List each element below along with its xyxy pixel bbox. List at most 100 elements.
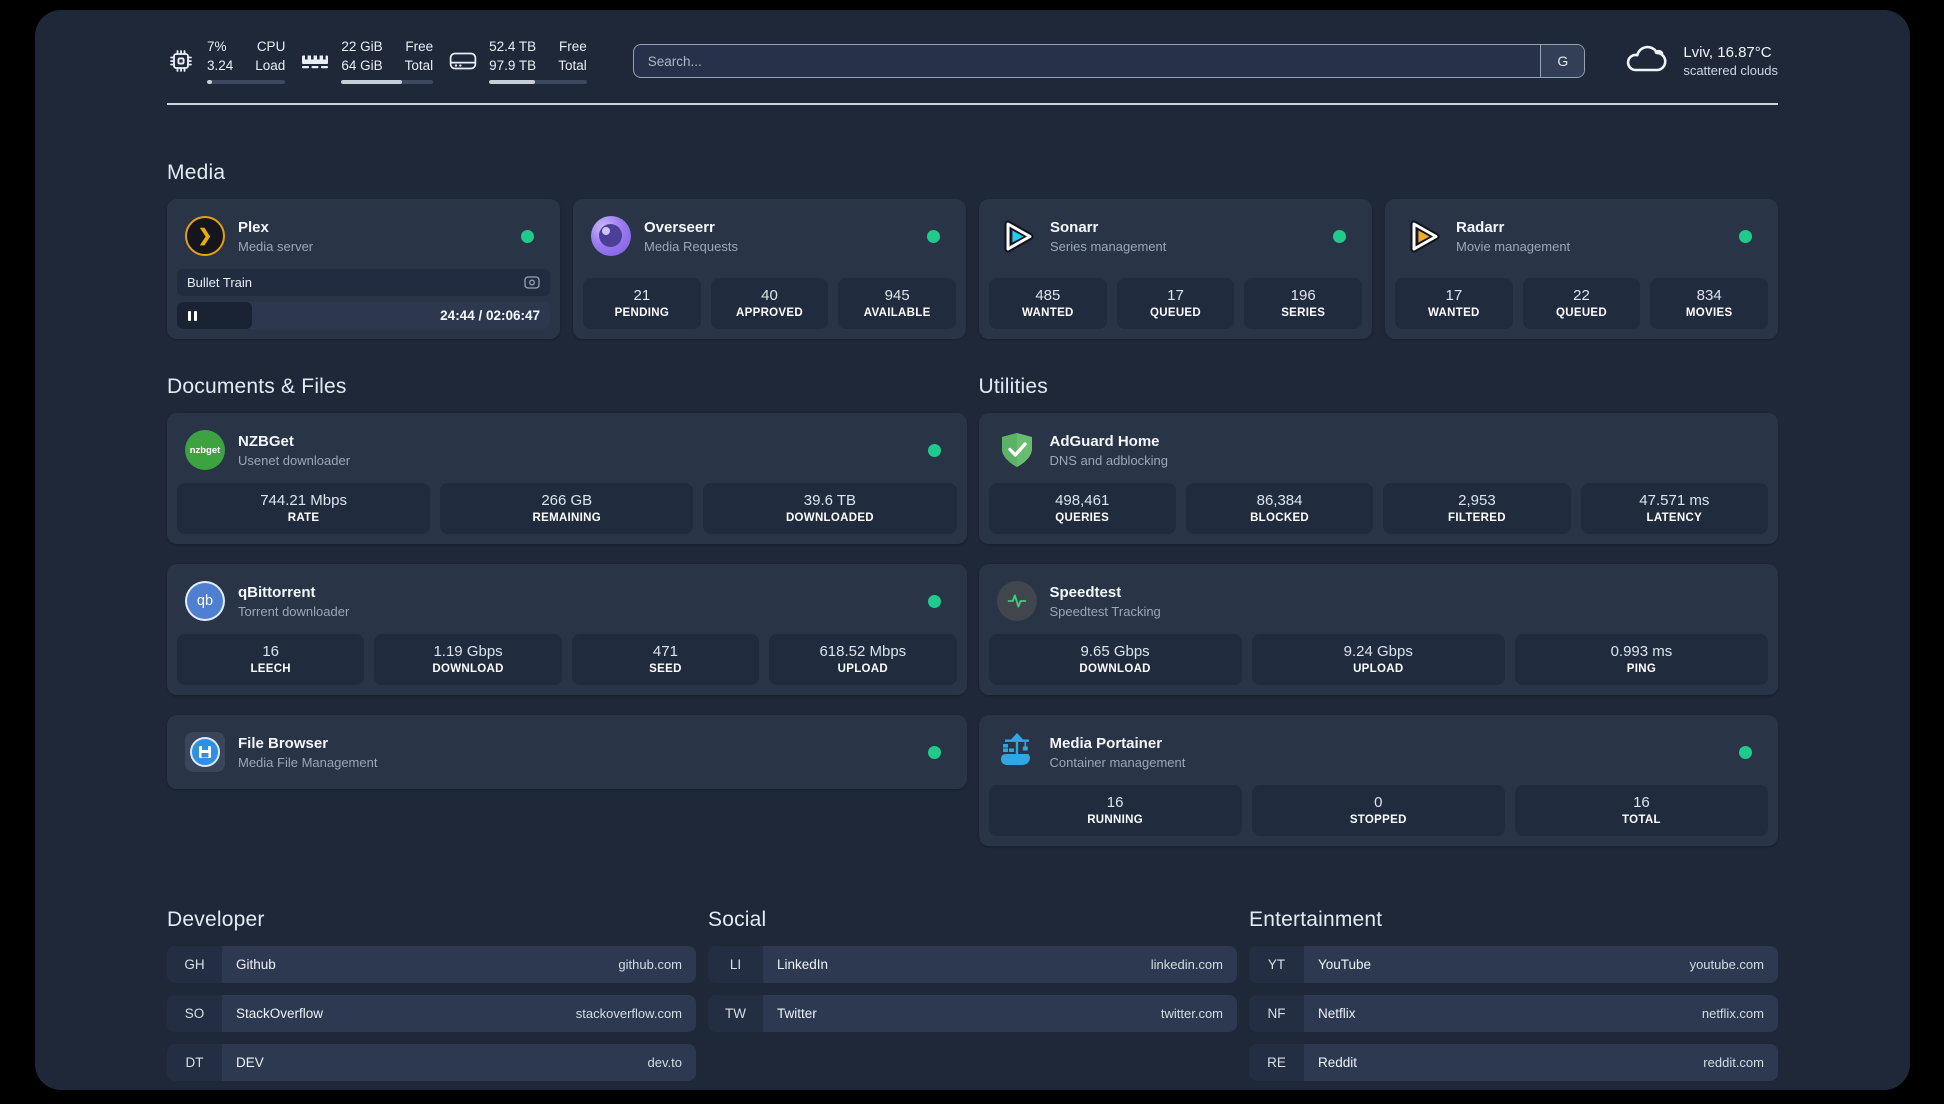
app-card-overseerr[interactable]: Overseerr Media Requests 21 PENDING 40 A…	[573, 199, 966, 339]
app-name: Speedtest	[1049, 583, 1122, 601]
stat-value: 0.993 ms	[1610, 643, 1673, 660]
link-name: Github	[236, 957, 276, 972]
stat-label: AVAILABLE	[863, 307, 931, 319]
stat-value: 16	[262, 643, 280, 660]
stat-box: 16 RUNNING	[988, 785, 1242, 836]
stat-value: 834	[1696, 287, 1722, 304]
link-item[interactable]: YT YouTube youtube.com	[1249, 946, 1778, 983]
search-input[interactable]	[633, 45, 1541, 77]
stat-value: 618.52 Mbps	[819, 643, 907, 660]
stat-box: 86,384 BLOCKED	[1185, 483, 1374, 534]
stat-value: 1.19 Gbps	[433, 643, 503, 660]
section-documents: Documents & Files nzbget NZBGet Usenet d…	[167, 375, 967, 846]
disk-total-label: Total	[558, 57, 587, 73]
stat-box: 9.24 Gbps UPLOAD	[1251, 634, 1505, 685]
app-card-sonarr[interactable]: Sonarr Series management 485 WANTED 17 Q…	[979, 199, 1372, 339]
stat-label: LATENCY	[1646, 512, 1703, 524]
status-online-dot	[927, 745, 941, 759]
stat-box: 47.571 ms LATENCY	[1580, 483, 1768, 534]
app-description: Speedtest Tracking	[1049, 603, 1161, 619]
link-url: dev.to	[647, 1055, 682, 1070]
link-body: DEV dev.to	[222, 1044, 696, 1081]
qbittorrent-icon: qb	[185, 581, 225, 621]
app-card-portainer[interactable]: Media Portainer Container management 16 …	[978, 715, 1778, 846]
weather-condition: scattered clouds	[1683, 63, 1778, 78]
playback-time: 24:44 / 02:06:47	[440, 308, 540, 323]
app-card-nzbget[interactable]: nzbget NZBGet Usenet downloader 744.21 M…	[167, 413, 967, 544]
app-card-speedtest[interactable]: Speedtest Speedtest Tracking 9.65 Gbps D…	[978, 564, 1778, 695]
ram-metric: 22 GiB 64 GiB Free Total	[301, 38, 434, 84]
plex-icon: ❯	[185, 216, 225, 256]
link-name: StackOverflow	[236, 1006, 324, 1021]
stat-box: 471 SEED	[571, 634, 760, 685]
section-social: Social LI LinkedIn linkedin.com TW Twitt…	[708, 908, 1237, 1081]
status-online-dot	[927, 443, 941, 457]
link-abbr-badge: NF	[1249, 995, 1304, 1032]
link-item[interactable]: TW Twitter twitter.com	[708, 995, 1237, 1032]
stat-box: 16 LEECH	[177, 634, 365, 685]
link-item[interactable]: NF Netflix netflix.com	[1249, 995, 1778, 1032]
stat-box: 0 STOPPED	[1251, 785, 1505, 836]
link-body: Github github.com	[222, 946, 696, 983]
app-card-radarr[interactable]: Radarr Movie management 17 WANTED 22 QUE…	[1385, 199, 1778, 339]
app-card-qbittorrent[interactable]: qb qBittorrent Torrent downloader 16 LEE…	[167, 564, 967, 695]
pause-icon	[188, 310, 197, 321]
app-card-filebrowser[interactable]: File Browser Media File Management	[167, 715, 967, 789]
stat-value: 2,953	[1458, 492, 1496, 509]
stat-value: 471	[652, 643, 678, 660]
disk-total-value: 97.9 TB	[489, 57, 537, 73]
adguard-icon	[997, 430, 1037, 470]
speedtest-icon	[996, 581, 1037, 621]
link-item[interactable]: SO StackOverflow stackoverflow.com	[167, 995, 696, 1032]
stat-label: WANTED	[1428, 307, 1480, 319]
app-card-plex[interactable]: ❯ Plex Media server Bullet Train	[167, 199, 560, 339]
status-online-dot	[1739, 745, 1752, 759]
search-bar: G	[632, 44, 1586, 78]
link-item[interactable]: DT DEV dev.to	[167, 1044, 696, 1081]
stat-label: STOPPED	[1349, 814, 1407, 826]
playback-progress-bar: 24:44 / 02:06:47	[177, 302, 550, 329]
stat-box: 39.6 TB DOWNLOADED	[703, 483, 957, 534]
link-body: Twitter twitter.com	[763, 995, 1237, 1032]
stat-value: 21	[633, 287, 651, 304]
stat-box: 196 SERIES	[1244, 278, 1363, 329]
overseerr-icon	[591, 216, 631, 256]
stat-label: RUNNING	[1087, 814, 1143, 826]
top-bar: 7% 3.24 CPU Load	[167, 32, 1778, 90]
app-name: Overseerr	[644, 218, 715, 236]
link-url: twitter.com	[1160, 1006, 1223, 1021]
stat-label: QUERIES	[1055, 512, 1110, 524]
link-body: LinkedIn linkedin.com	[763, 946, 1237, 983]
section-title-utilities: Utilities	[978, 375, 1048, 398]
link-abbr-badge: RE	[1249, 1044, 1304, 1081]
app-card-adguard[interactable]: AdGuard Home DNS and adblocking 498,461 …	[978, 413, 1778, 544]
stat-box: 498,461 QUERIES	[988, 483, 1176, 534]
stat-value: 0	[1374, 794, 1383, 811]
link-item[interactable]: GH Github github.com	[167, 946, 696, 983]
app-description: Usenet downloader	[238, 452, 351, 468]
stat-value: 945	[884, 287, 910, 304]
cloud-icon	[1623, 42, 1669, 81]
stat-label: BLOCKED	[1250, 512, 1310, 524]
cpu-progress-bar	[207, 79, 286, 84]
app-name: NZBGet	[238, 432, 294, 450]
link-abbr-badge: YT	[1249, 946, 1304, 983]
disk-metric: 52.4 TB 97.9 TB Free Total	[449, 38, 587, 84]
link-url: stackoverflow.com	[575, 1006, 682, 1021]
section-title-media: Media	[167, 161, 226, 184]
stat-box: 17 QUEUED	[1116, 278, 1235, 329]
link-item[interactable]: LI LinkedIn linkedin.com	[708, 946, 1237, 983]
stat-label: APPROVED	[736, 307, 803, 319]
link-abbr-badge: GH	[167, 946, 222, 983]
cpu-metric: 7% 3.24 CPU Load	[167, 38, 286, 84]
stat-box: 1.19 Gbps DOWNLOAD	[374, 634, 562, 685]
link-item[interactable]: RE Reddit reddit.com	[1249, 1044, 1778, 1081]
search-provider-button[interactable]: G	[1540, 45, 1585, 77]
status-online-dot	[1739, 229, 1752, 243]
stat-label: SERIES	[1281, 307, 1326, 319]
app-description: Torrent downloader	[238, 603, 350, 619]
link-name: YouTube	[1318, 957, 1372, 972]
disk-free-value: 52.4 TB	[489, 39, 537, 55]
stat-value: 22	[1573, 287, 1590, 304]
link-abbr-badge: TW	[708, 995, 763, 1032]
